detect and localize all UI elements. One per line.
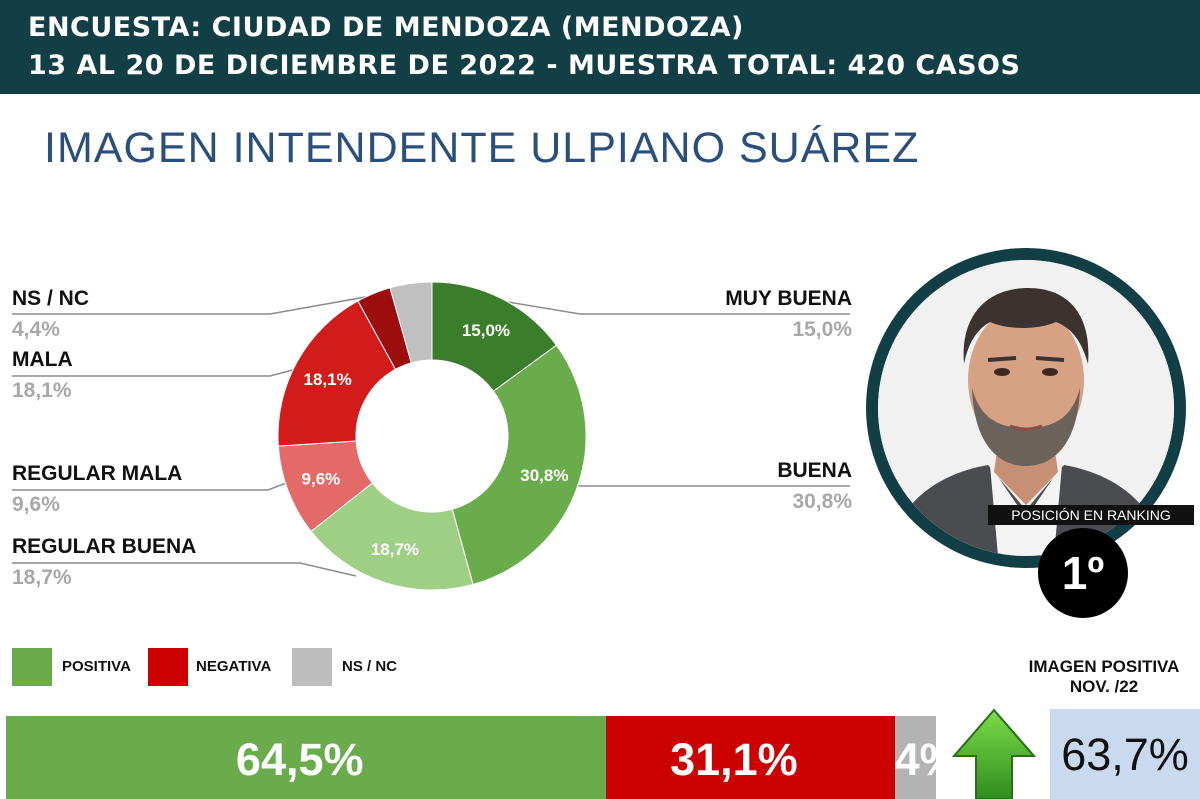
- donut-slice-mala: [277, 300, 397, 447]
- value-muy-buena: 15,0%: [792, 318, 852, 341]
- previous-image-label-line1: IMAGEN POSITIVA: [1028, 657, 1180, 676]
- legend-label-negativa: NEGATIVA: [196, 658, 272, 675]
- survey-details: 13 AL 20 DE DICIEMBRE DE 2022 - MUESTRA …: [28, 50, 1021, 81]
- label-ns-nc: NS / NC: [12, 287, 90, 310]
- value-mala: 18,1%: [12, 379, 72, 402]
- slice-label-buena: 30,8%: [520, 466, 568, 485]
- leader-line: [12, 562, 357, 577]
- previous-image-label-line2: NOV. /22: [1069, 677, 1139, 696]
- value-regular-buena: 18,7%: [12, 566, 72, 589]
- value-regular-mala: 9,6%: [12, 493, 60, 516]
- donut-slices: [277, 281, 587, 591]
- label-regular-buena: REGULAR BUENA: [12, 535, 197, 558]
- leader-line: [495, 299, 850, 315]
- label-buena: BUENA: [777, 459, 852, 482]
- donut-slice-ns-nc: [389, 281, 433, 364]
- previous-image-label: IMAGEN POSITIVA NOV. /22: [1010, 657, 1198, 697]
- bar-segment-negativa: 31,1%: [605, 716, 896, 799]
- donut-chart: 15,0% 30,8% 18,7% 9,6% 18,1%: [12, 281, 850, 591]
- label-muy-buena: MUY BUENA: [725, 287, 852, 310]
- donut-slice-labels: 15,0% 30,8% 18,7% 9,6% 18,1%: [302, 321, 569, 559]
- legend-swatch-ns-nc: [292, 648, 332, 686]
- previous-image-value: 63,7%: [1061, 729, 1189, 780]
- bar-segment-positiva: 64,5%: [6, 716, 606, 799]
- leader-line: [12, 292, 389, 315]
- slice-label-regular-mala: 9,6%: [302, 470, 341, 489]
- legend-swatch-negativa: [148, 648, 188, 686]
- bar-label-positiva: 64,5%: [235, 734, 364, 785]
- slice-label-muy-buena: 15,0%: [462, 321, 510, 340]
- slice-label-regular-buena: 18,7%: [371, 540, 419, 559]
- donut-slice-muy-buena: [431, 281, 558, 392]
- label-mala: MALA: [12, 348, 73, 371]
- legend-label-positiva: POSITIVA: [62, 658, 131, 675]
- donut-slice-regular-buena: [310, 482, 474, 591]
- legend-swatch-positiva: [12, 648, 52, 686]
- leader-line: [12, 367, 301, 377]
- ranking-label: POSICIÓN EN RANKING: [988, 505, 1194, 525]
- label-regular-mala: REGULAR MALA: [12, 462, 183, 485]
- bar-label-ns-nc: 4,4%: [895, 734, 936, 785]
- value-ns-nc: 4,4%: [12, 318, 60, 341]
- slice-label-mala: 18,1%: [304, 370, 352, 389]
- previous-image-box: 63,7%: [1050, 709, 1200, 799]
- bar-segment-ns-nc: 4,4%: [895, 716, 936, 799]
- ranking-position: 1º: [1038, 528, 1128, 618]
- header-bar: ENCUESTA: CIUDAD DE MENDOZA (MENDOZA) 13…: [0, 0, 1200, 94]
- chart-title: IMAGEN INTENDENTE ULPIANO SUÁREZ: [44, 124, 920, 172]
- donut-slice-buena: [451, 344, 587, 586]
- value-buena: 30,8%: [792, 490, 852, 513]
- bar-label-negativa: 31,1%: [670, 734, 798, 785]
- survey-title: ENCUESTA: CIUDAD DE MENDOZA (MENDOZA): [28, 12, 744, 43]
- up-arrow-icon: [952, 708, 1036, 799]
- legend-label-ns-nc: NS / NC: [342, 658, 398, 675]
